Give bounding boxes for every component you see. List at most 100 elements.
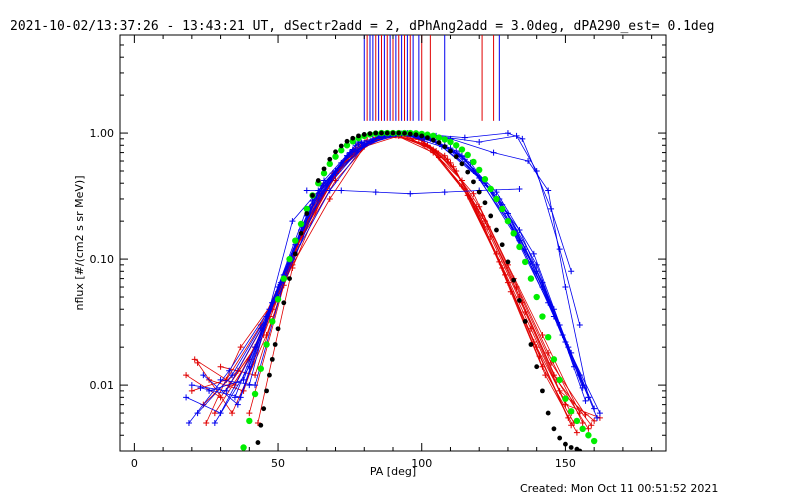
black-fit-point	[350, 135, 356, 141]
green-fit-point	[487, 185, 494, 193]
black-fit-point	[361, 132, 367, 137]
blue-measurement-point	[226, 367, 233, 374]
blue-measurement-point	[504, 130, 511, 137]
green-fit-point	[567, 408, 575, 415]
red-measurement-point	[188, 387, 195, 394]
black-fit-point	[448, 148, 453, 154]
green-fit-point	[246, 417, 253, 425]
blue-measurement-point	[234, 401, 241, 408]
black-fit-point	[298, 230, 304, 236]
red-measurement-line	[205, 136, 592, 426]
black-fit-point	[577, 448, 583, 451]
red-measurement-point	[191, 356, 198, 363]
red-measurement-point	[229, 410, 236, 417]
black-fit-point	[459, 161, 465, 167]
black-fit-point	[272, 342, 278, 347]
black-fit-point	[258, 422, 264, 428]
created-timestamp: Created: Mon Oct 11 00:51:52 2021	[520, 482, 718, 495]
green-fit-point	[292, 237, 299, 244]
green-fit-point	[458, 146, 466, 153]
green-fit-point	[332, 153, 339, 160]
red-measurement-point	[237, 344, 244, 351]
black-fit-point	[407, 131, 413, 137]
green-fit-point	[447, 138, 454, 146]
green-fit-point	[435, 134, 443, 141]
green-fit-point	[441, 136, 448, 143]
red-measurement-point	[217, 394, 224, 401]
blue-measurement-point	[596, 410, 603, 417]
black-fit-point	[505, 259, 511, 265]
blue-measurement-line	[277, 132, 589, 398]
black-fit-point	[327, 156, 333, 162]
green-fit-point	[527, 275, 535, 282]
red-measurement-line	[248, 133, 569, 418]
blue-measurement-line	[263, 133, 581, 326]
blue-measurement-point	[519, 135, 526, 142]
green-fit-point	[516, 243, 523, 251]
blue-measurement-point	[568, 268, 575, 275]
red-measurement-point	[470, 190, 477, 197]
blue-measurement-point	[223, 387, 230, 394]
blue-measurement-point	[582, 397, 589, 404]
green-fit-point	[521, 258, 529, 266]
red-measurement-point	[582, 411, 589, 418]
blue-measurement-point	[458, 153, 465, 160]
blue-measurement-point	[550, 306, 557, 313]
black-fit-point	[482, 200, 488, 206]
black-fit-point	[528, 342, 534, 347]
black-fit-point	[292, 251, 298, 257]
blue-measurement-line	[188, 133, 586, 424]
black-fit-point	[281, 300, 287, 306]
black-fit-point	[522, 319, 528, 324]
black-fit-point	[367, 131, 373, 137]
green-fit-point	[338, 147, 345, 154]
red-measurement-point	[203, 420, 210, 427]
blue-measurement-point	[246, 382, 253, 389]
blue-measurement-line	[214, 133, 572, 424]
black-fit-point	[545, 410, 551, 416]
blue-measurement-point	[372, 189, 379, 196]
blue-measurement-point	[211, 420, 218, 427]
green-fit-point	[326, 160, 333, 168]
black-fit-point	[471, 179, 476, 185]
green-fit-point	[320, 170, 328, 177]
green-fit-point	[430, 132, 437, 140]
blue-measurement-line	[248, 132, 572, 386]
black-fit-point	[267, 372, 272, 378]
green-fit-point	[263, 341, 270, 348]
black-fit-point	[430, 137, 436, 143]
blue-measurement-point	[407, 190, 414, 197]
green-fit-point	[481, 176, 489, 183]
black-fit-point	[499, 242, 505, 248]
axes: 0 50 100 150 0.01 0.10 1.00	[90, 34, 666, 470]
green-fit-point	[590, 437, 598, 445]
green-fit-point	[303, 205, 310, 213]
blue-measurement-point	[303, 187, 310, 194]
black-fit-point	[568, 445, 574, 450]
black-fit-point	[413, 132, 419, 138]
black-fit-point	[333, 149, 338, 155]
green-fit-point	[464, 151, 471, 159]
red-measurement-point	[548, 359, 555, 366]
black-fit-point	[264, 388, 269, 394]
black-fit-point	[255, 440, 261, 445]
black-fit-point	[310, 193, 315, 198]
black-fit-point	[384, 130, 390, 136]
green-fit-point	[556, 376, 563, 384]
red-measurement-point	[183, 372, 190, 379]
black-fit-point	[442, 144, 448, 150]
blue-measurement-point	[576, 321, 583, 328]
blue-measurement-point	[513, 132, 520, 139]
red-measurement-point	[585, 425, 592, 432]
blue-measurement-point	[516, 227, 523, 234]
black-fit-point	[390, 130, 396, 136]
y-axis-label: nflux [#/(cm2 s sr MeV)]	[73, 176, 86, 311]
green-fit-point	[470, 158, 477, 166]
black-fit-point	[511, 277, 517, 283]
green-fit-point	[499, 205, 506, 213]
blue-measurement-point	[530, 250, 537, 257]
blue-measurement-point	[197, 384, 204, 391]
red-measurement-point	[502, 271, 509, 278]
red-measurement-point	[424, 142, 431, 149]
red-measurement-point	[507, 288, 514, 295]
